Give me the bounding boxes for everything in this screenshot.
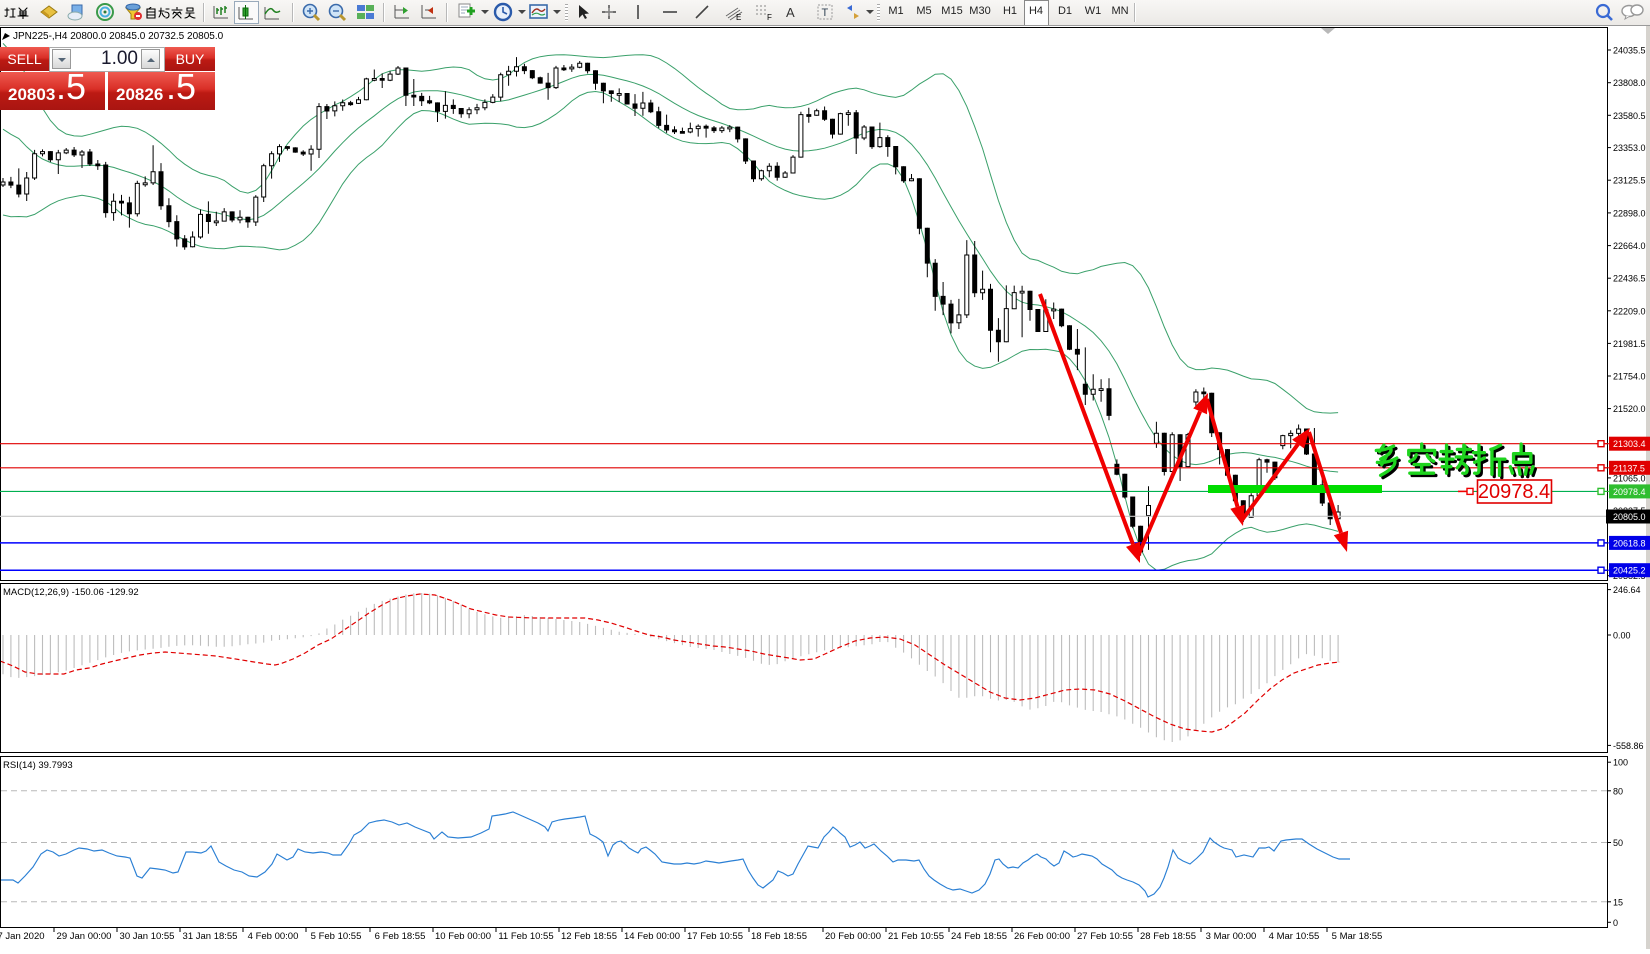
svg-text:22898.0: 22898.0 <box>1613 208 1646 218</box>
svg-text:10 Feb 00:00: 10 Feb 00:00 <box>435 931 491 942</box>
svg-text:30 Jan 10:55: 30 Jan 10:55 <box>120 931 175 942</box>
svg-text:6 Feb 18:55: 6 Feb 18:55 <box>375 931 426 942</box>
svg-text:21303.4: 21303.4 <box>1613 439 1646 449</box>
svg-text:20978.4: 20978.4 <box>1613 487 1646 497</box>
svg-text:3 Mar 00:00: 3 Mar 00:00 <box>1206 931 1257 942</box>
svg-text:15: 15 <box>1613 897 1623 907</box>
svg-text:20805.0: 20805.0 <box>1613 512 1646 522</box>
svg-text:20425.2: 20425.2 <box>1613 566 1646 576</box>
svg-text:0: 0 <box>1613 918 1618 928</box>
svg-text:20978.4: 20978.4 <box>1478 481 1550 503</box>
svg-text:21065.0: 21065.0 <box>1613 473 1646 483</box>
svg-text:12 Feb 18:55: 12 Feb 18:55 <box>561 931 617 942</box>
svg-text:21754.0: 21754.0 <box>1613 372 1646 382</box>
svg-text:24035.5: 24035.5 <box>1613 46 1646 56</box>
svg-text:23580.5: 23580.5 <box>1613 111 1646 121</box>
svg-text:100: 100 <box>1613 758 1628 768</box>
svg-text:20 Feb 00:00: 20 Feb 00:00 <box>825 931 881 942</box>
svg-text:22209.0: 22209.0 <box>1613 306 1646 316</box>
svg-text:E: E <box>736 13 741 22</box>
svg-text:5 Feb 10:55: 5 Feb 10:55 <box>311 931 362 942</box>
svg-text:22436.5: 22436.5 <box>1613 274 1646 284</box>
svg-text:21520.0: 21520.0 <box>1613 404 1646 414</box>
svg-text:23125.5: 23125.5 <box>1613 176 1646 186</box>
svg-text:7 Jan 2020: 7 Jan 2020 <box>0 931 45 942</box>
svg-text:18 Feb 18:55: 18 Feb 18:55 <box>751 931 807 942</box>
svg-text:20618.8: 20618.8 <box>1613 538 1646 548</box>
svg-text:0.00: 0.00 <box>1613 631 1631 641</box>
svg-text:31 Jan 18:55: 31 Jan 18:55 <box>183 931 238 942</box>
svg-text:80: 80 <box>1613 786 1623 796</box>
svg-text:21981.5: 21981.5 <box>1613 339 1646 349</box>
svg-text:21137.5: 21137.5 <box>1613 463 1645 473</box>
svg-text:23353.0: 23353.0 <box>1613 143 1646 153</box>
svg-text:28 Feb 18:55: 28 Feb 18:55 <box>1140 931 1196 942</box>
svg-text:4 Mar 10:55: 4 Mar 10:55 <box>1269 931 1320 942</box>
svg-text:26 Feb 00:00: 26 Feb 00:00 <box>1014 931 1070 942</box>
svg-text:14 Feb 00:00: 14 Feb 00:00 <box>624 931 680 942</box>
svg-text:F: F <box>767 13 772 22</box>
svg-text:JPN225-,H4 20800.0 20845.0 20: JPN225-,H4 20800.0 20845.0 20732.5 20805… <box>13 31 224 42</box>
svg-text:29 Jan 00:00: 29 Jan 00:00 <box>57 931 112 942</box>
svg-text:5 Mar 18:55: 5 Mar 18:55 <box>1332 931 1383 942</box>
svg-text:-558.86: -558.86 <box>1613 741 1644 751</box>
svg-text:MACD(12,26,9) -150.06 -129.92: MACD(12,26,9) -150.06 -129.92 <box>3 587 139 598</box>
svg-text:22664.0: 22664.0 <box>1613 241 1646 251</box>
svg-text:RSI(14) 39.7993: RSI(14) 39.7993 <box>3 760 73 771</box>
svg-text:24 Feb 18:55: 24 Feb 18:55 <box>951 931 1007 942</box>
svg-text:50: 50 <box>1613 838 1623 848</box>
svg-text:4 Feb 00:00: 4 Feb 00:00 <box>248 931 299 942</box>
svg-text:11 Feb 10:55: 11 Feb 10:55 <box>498 931 553 942</box>
svg-text:17 Feb 10:55: 17 Feb 10:55 <box>687 931 743 942</box>
svg-text:T: T <box>822 7 829 19</box>
svg-text:23808.0: 23808.0 <box>1613 78 1646 88</box>
svg-text:21 Feb 10:55: 21 Feb 10:55 <box>888 931 944 942</box>
svg-text:27 Feb 10:55: 27 Feb 10:55 <box>1077 931 1133 942</box>
svg-text:246.64: 246.64 <box>1613 585 1641 595</box>
